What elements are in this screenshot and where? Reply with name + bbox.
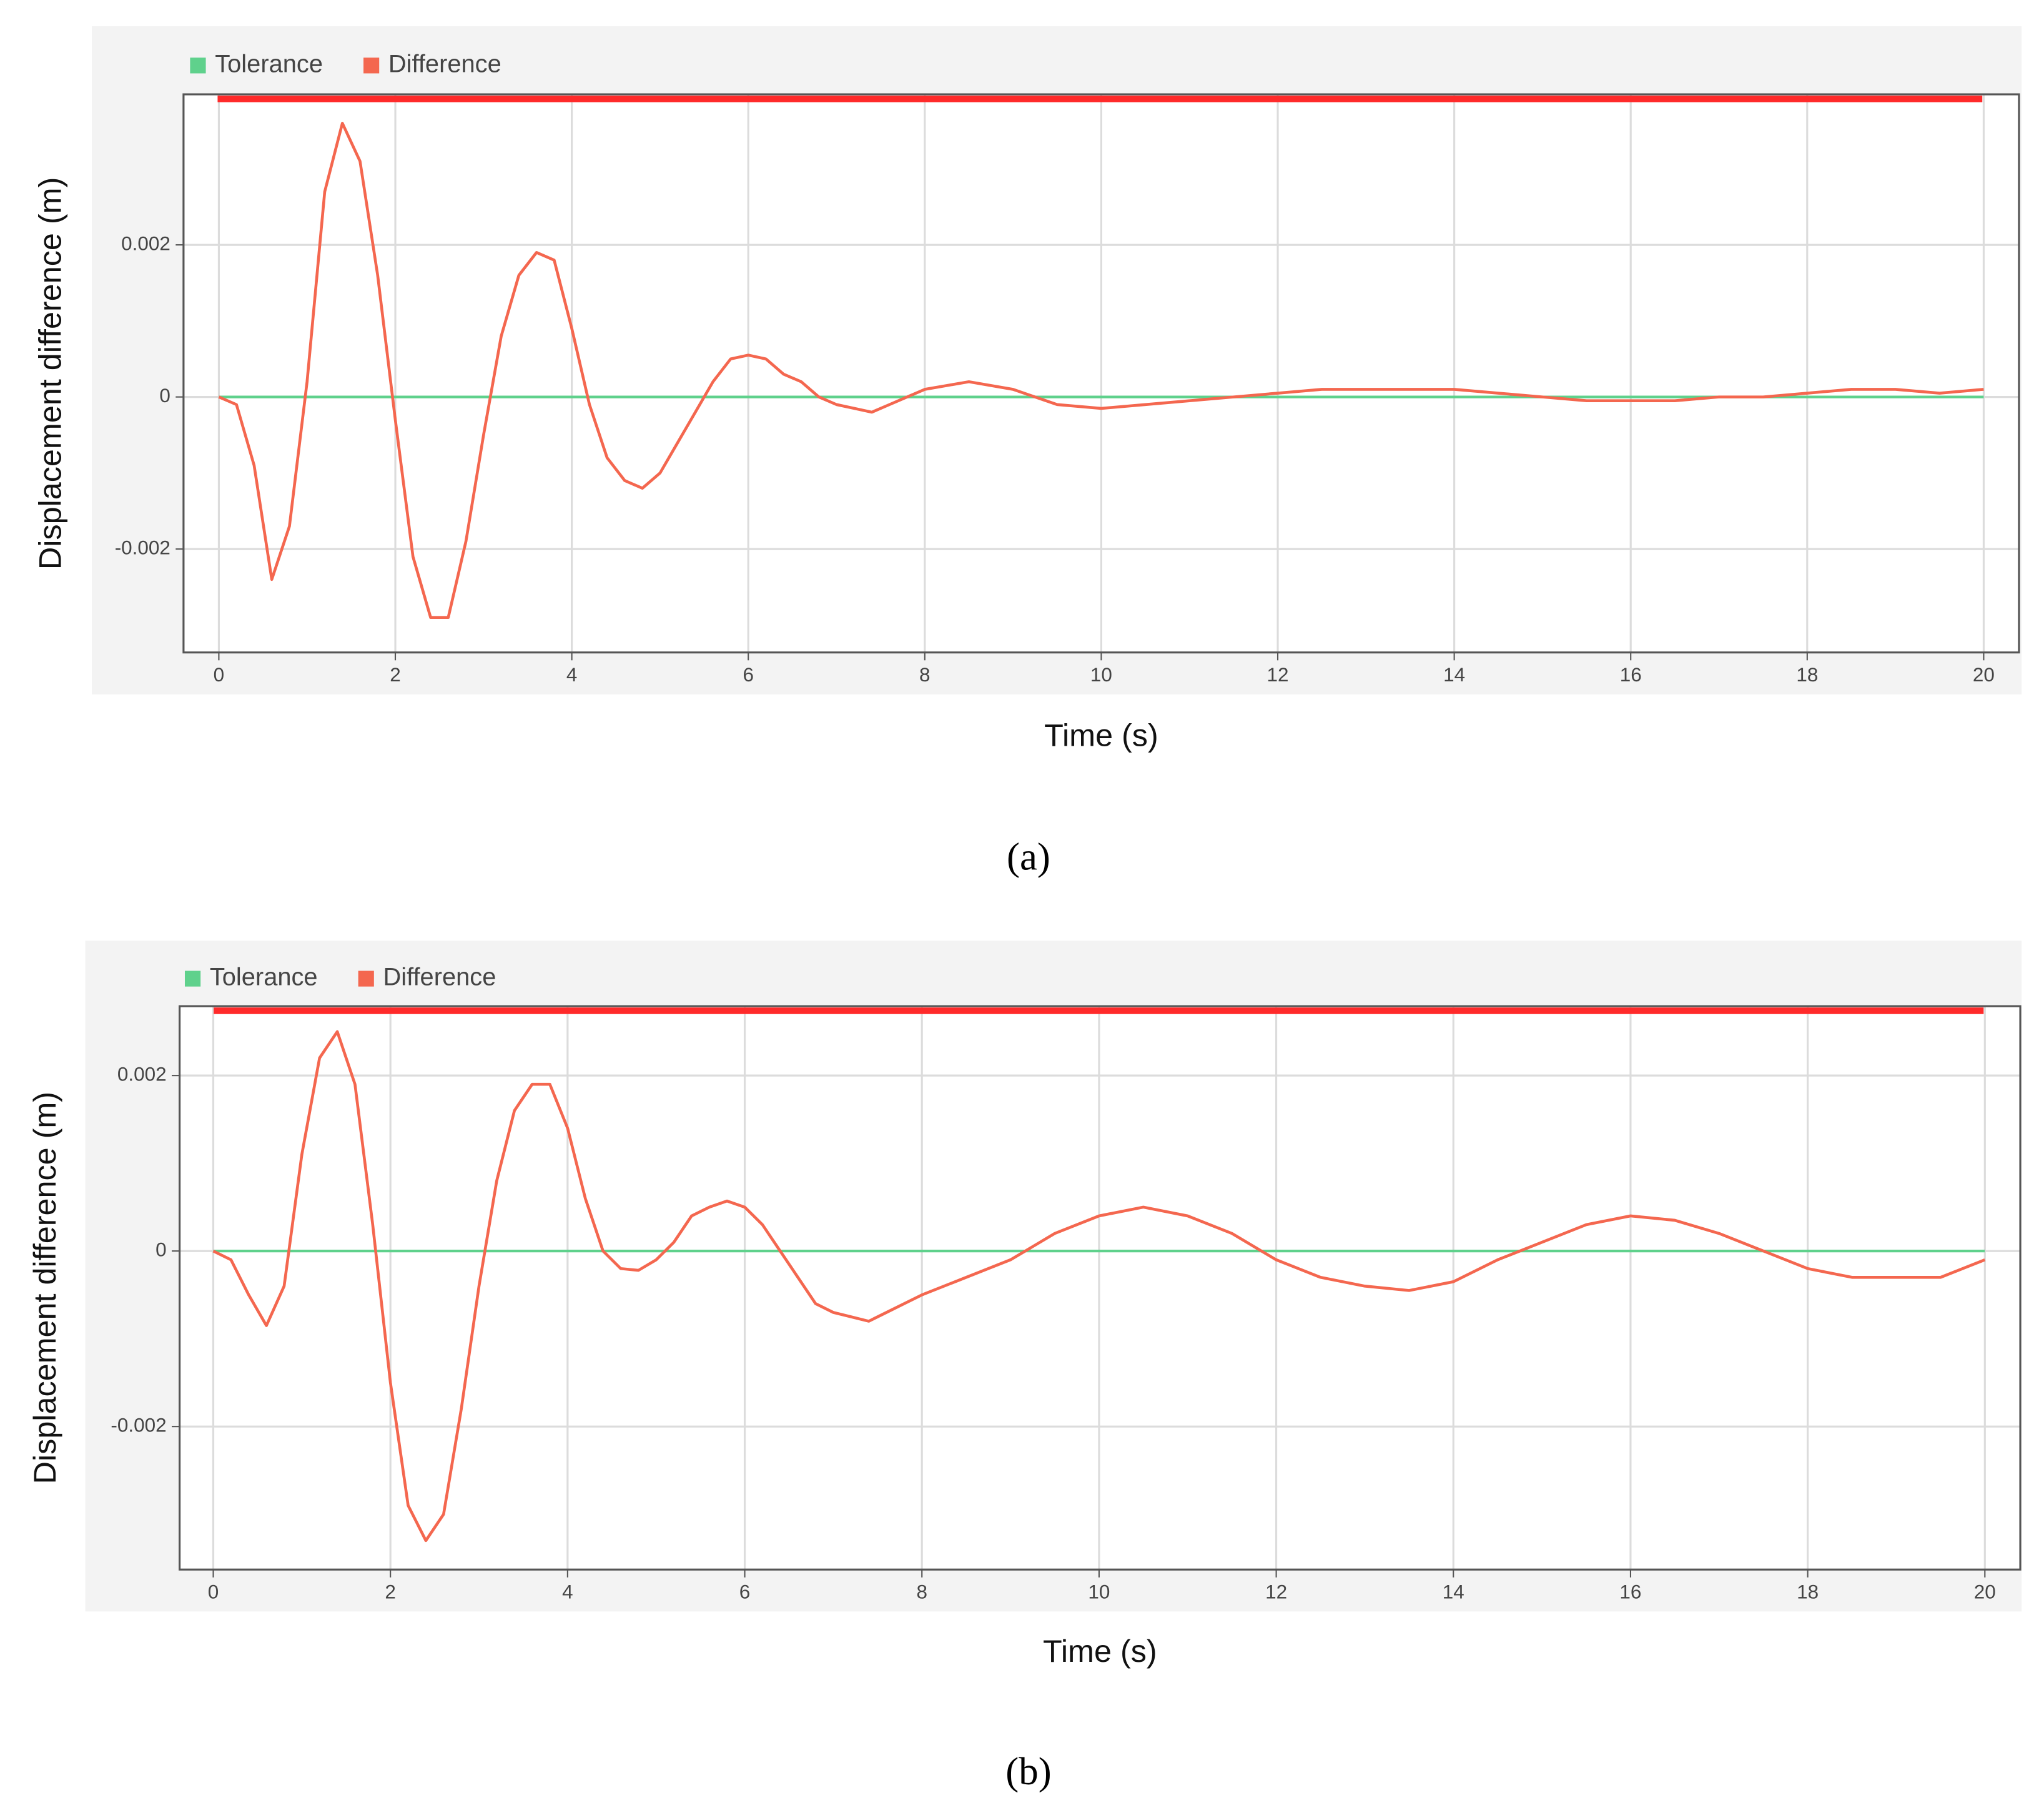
x-tick-label: 6	[743, 664, 754, 686]
x-tick-label: 12	[1267, 664, 1289, 686]
x-tick-label: 6	[739, 1581, 751, 1603]
y-tick-label: -0.002	[111, 1414, 166, 1436]
x-tick-label: 18	[1796, 664, 1818, 686]
legend-label: Difference	[383, 964, 496, 991]
x-tick-label: 8	[919, 664, 931, 686]
legend-label: Tolerance	[210, 964, 318, 991]
x-axis-title: Time (s)	[1044, 717, 1158, 753]
x-tick-label: 20	[1973, 664, 1995, 686]
y-axis-title: Displacement difference (m)	[32, 177, 67, 570]
plot-frame	[179, 1005, 2022, 1571]
legend-swatch	[184, 971, 201, 987]
x-tick-label: 10	[1088, 1581, 1110, 1603]
x-tick-label: 4	[562, 1581, 573, 1603]
x-tick-label: 2	[385, 1581, 396, 1603]
y-tick-label: 0.002	[117, 1063, 167, 1085]
plot-frame	[182, 93, 2020, 654]
x-tick-label: 16	[1620, 664, 1642, 686]
x-tick-label: 18	[1797, 1581, 1819, 1603]
legend-label: Tolerance	[215, 50, 323, 77]
x-tick-label: 14	[1443, 664, 1465, 686]
x-tick-label: 0	[214, 664, 225, 686]
x-tick-label: 16	[1619, 1581, 1641, 1603]
x-tick-label: 0	[208, 1581, 219, 1603]
x-tick-label: 14	[1443, 1581, 1464, 1603]
x-tick-label: 10	[1090, 664, 1112, 686]
panel-label: (b)	[1005, 1749, 1051, 1793]
x-axis-title: Time (s)	[1043, 1633, 1157, 1669]
y-axis-title: Displacement difference (m)	[27, 1092, 62, 1484]
x-tick-label: 8	[916, 1581, 927, 1603]
panel-label: (a)	[1007, 835, 1050, 879]
legend-label: Difference	[388, 50, 501, 77]
y-tick-label: 0	[156, 1238, 167, 1260]
x-tick-label: 20	[1974, 1581, 1996, 1603]
y-tick-label: -0.002	[115, 536, 170, 558]
x-tick-label: 2	[390, 664, 401, 686]
x-tick-label: 4	[566, 664, 578, 686]
y-tick-label: 0	[159, 385, 170, 407]
series-line	[212, 1030, 1986, 1543]
legend-swatch	[363, 57, 380, 74]
status-band	[217, 96, 1983, 102]
legend-swatch	[190, 57, 206, 74]
legend-swatch	[358, 971, 374, 987]
status-band	[214, 1007, 1984, 1014]
y-tick-label: 0.002	[121, 232, 170, 254]
x-tick-label: 12	[1265, 1581, 1287, 1603]
series-line	[218, 121, 1984, 620]
